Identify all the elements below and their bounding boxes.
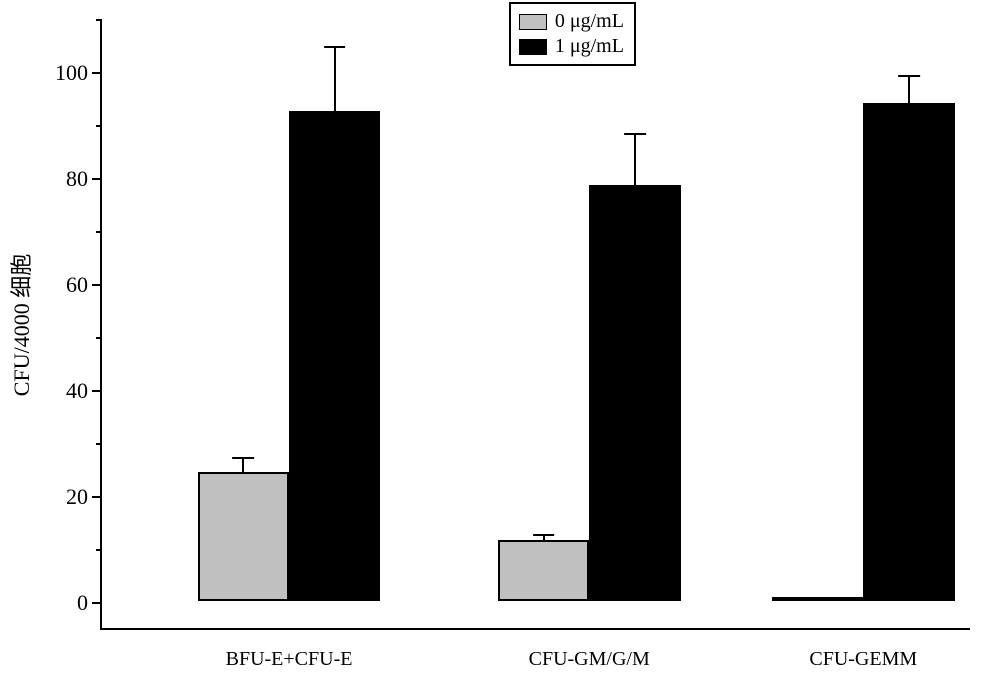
y-tick	[92, 602, 102, 604]
error-bar-cap	[324, 46, 346, 48]
y-tick	[92, 178, 102, 180]
error-bar-cap	[898, 75, 920, 77]
error-bar-cap	[533, 534, 555, 536]
error-bar-stem	[634, 134, 636, 187]
y-tick-label: 20	[66, 484, 88, 510]
bar	[289, 111, 380, 602]
y-tick	[92, 496, 102, 498]
error-bar-cap	[233, 457, 255, 459]
y-tick	[92, 284, 102, 286]
error-bar-cap	[624, 133, 646, 135]
y-tick-label: 0	[77, 590, 88, 616]
y-tick	[92, 390, 102, 392]
y-tick-minor	[96, 443, 102, 445]
legend-swatch	[519, 14, 547, 30]
y-axis-label: CFU/4000 细胞	[4, 254, 36, 396]
bar	[198, 472, 289, 602]
bar	[498, 540, 589, 601]
error-bar-stem	[543, 535, 545, 543]
bar	[863, 103, 954, 602]
legend-row: 0 μg/mL	[519, 10, 624, 33]
plot-area: 020406080100BFU-E+CFU-ECFU-GM/G/MCFU-GEM…	[100, 20, 970, 630]
y-tick-minor	[96, 231, 102, 233]
x-tick-label: CFU-GM/G/M	[529, 648, 650, 671]
x-tick-label: BFU-E+CFU-E	[226, 648, 353, 671]
y-tick-label: 80	[66, 166, 88, 192]
legend-label: 1 μg/mL	[555, 35, 624, 58]
y-tick-label: 40	[66, 378, 88, 404]
y-tick-minor	[96, 125, 102, 127]
error-bar-stem	[242, 458, 244, 474]
legend-label: 0 μg/mL	[555, 10, 624, 33]
legend-row: 1 μg/mL	[519, 35, 624, 58]
x-tick-label: CFU-GEMM	[809, 648, 917, 671]
chart-container: 0 20 40 60 80 100 BFU-E+CFU-E CFU-GM/G/M CFU-GEM…	[0, 0, 1000, 697]
error-bar-stem	[908, 76, 910, 105]
y-tick-minor	[96, 337, 102, 339]
legend: 0 μg/mL1 μg/mL	[509, 2, 636, 66]
bar	[772, 597, 863, 601]
y-tick-label: 60	[66, 272, 88, 298]
legend-swatch	[519, 39, 547, 55]
error-bar-stem	[334, 47, 336, 113]
y-tick-minor	[96, 19, 102, 21]
y-tick-minor	[96, 549, 102, 551]
y-tick-label: 100	[55, 60, 88, 86]
y-tick	[92, 72, 102, 74]
bar	[589, 185, 680, 601]
